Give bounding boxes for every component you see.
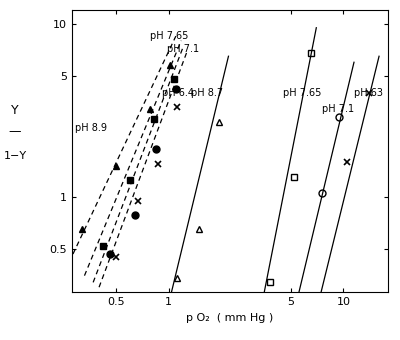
Text: pH 7.65: pH 7.65 (283, 88, 321, 98)
Text: pH 7.1: pH 7.1 (322, 104, 354, 115)
Text: pH 8.7: pH 8.7 (191, 88, 224, 98)
Text: pH 7.1: pH 7.1 (167, 44, 199, 54)
Text: 1−Y: 1−Y (4, 151, 27, 161)
Text: Y: Y (11, 104, 19, 117)
Text: pH 63: pH 63 (354, 88, 383, 98)
X-axis label: p O₂  ( mm Hg ): p O₂ ( mm Hg ) (186, 313, 274, 323)
Text: pH 7.65: pH 7.65 (150, 31, 188, 41)
Text: —: — (9, 125, 21, 138)
Text: pH 6.4: pH 6.4 (162, 88, 194, 98)
Text: pH 8.9: pH 8.9 (75, 123, 107, 133)
